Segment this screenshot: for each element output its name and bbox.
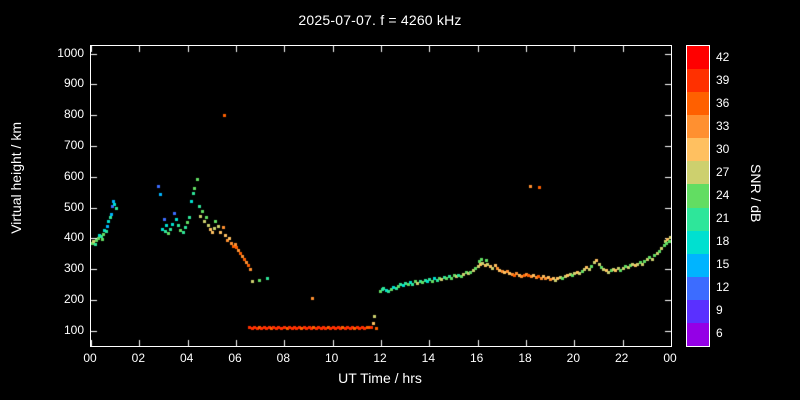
colorbar-tick-label: 18 (716, 234, 730, 249)
colorbar-tick-label: 21 (716, 211, 730, 226)
colorbar-tick-label: 30 (716, 141, 730, 156)
colorbar-segment (687, 207, 709, 231)
colorbar-tick-label: 27 (716, 164, 730, 179)
x-tick-label: 22 (614, 351, 629, 365)
x-tick-label: 00 (663, 351, 677, 365)
x-tick-label: 00 (83, 351, 97, 365)
x-tick-label: 14 (421, 351, 435, 365)
x-tick-label: 12 (373, 351, 387, 365)
colorbar-segment (687, 253, 709, 277)
y-tick-label: 200 (63, 291, 84, 306)
chart-title: 2025-07-07. f = 4260 kHz (298, 12, 462, 28)
colorbar-tick-label: 33 (716, 118, 730, 133)
colorbar-segment (687, 276, 709, 300)
x-tick-label: 04 (179, 351, 194, 365)
y-tick-label: 300 (63, 261, 84, 276)
y-tick-label: 700 (63, 138, 84, 152)
y-tick-label: 100 (63, 322, 84, 337)
colorbar-tick-label: 15 (716, 257, 730, 272)
x-tick-label: 06 (228, 351, 242, 365)
x-tick-label: 02 (131, 351, 145, 365)
colorbar-segment (687, 161, 709, 185)
x-tick-label: 16 (469, 351, 484, 365)
y-tick-label: 800 (63, 107, 84, 122)
plot-area (90, 45, 672, 347)
colorbar-tick-label: 9 (716, 303, 723, 318)
x-tick-label: 20 (566, 351, 580, 365)
y-tick-label: 400 (63, 230, 84, 245)
colorbar-segment (687, 184, 709, 208)
colorbar-tick-label: 6 (716, 326, 723, 341)
scatter-canvas (91, 46, 671, 346)
x-tick-label: 10 (324, 351, 339, 365)
colorbar-segment (687, 115, 709, 139)
x-axis-label: UT Time / hrs (338, 370, 422, 386)
colorbar-segment (687, 299, 709, 323)
colorbar-tick-label: 42 (716, 49, 730, 64)
colorbar-segment (687, 46, 709, 70)
colorbar-segment (687, 230, 709, 254)
colorbar-segment (687, 92, 709, 116)
colorbar-segment (687, 322, 709, 347)
x-tick-label: 18 (518, 351, 532, 365)
y-axis-label: Virtual height / km (8, 122, 24, 234)
colorbar-tick-label: 12 (716, 280, 730, 295)
colorbar-tick-label: 36 (716, 95, 730, 110)
colorbar-segment (687, 138, 709, 162)
y-tick-label: 1000 (57, 45, 84, 60)
colorbar (686, 45, 710, 347)
colorbar-tick-label: 24 (716, 188, 730, 202)
colorbar-tick-label: 39 (716, 72, 730, 87)
y-tick-label: 600 (63, 168, 84, 183)
y-tick-label: 500 (63, 199, 84, 214)
y-tick-label: 900 (63, 76, 84, 91)
colorbar-segment (687, 69, 709, 93)
x-tick-label: 08 (276, 351, 290, 365)
colorbar-axis-label: SNR / dB (748, 164, 764, 223)
